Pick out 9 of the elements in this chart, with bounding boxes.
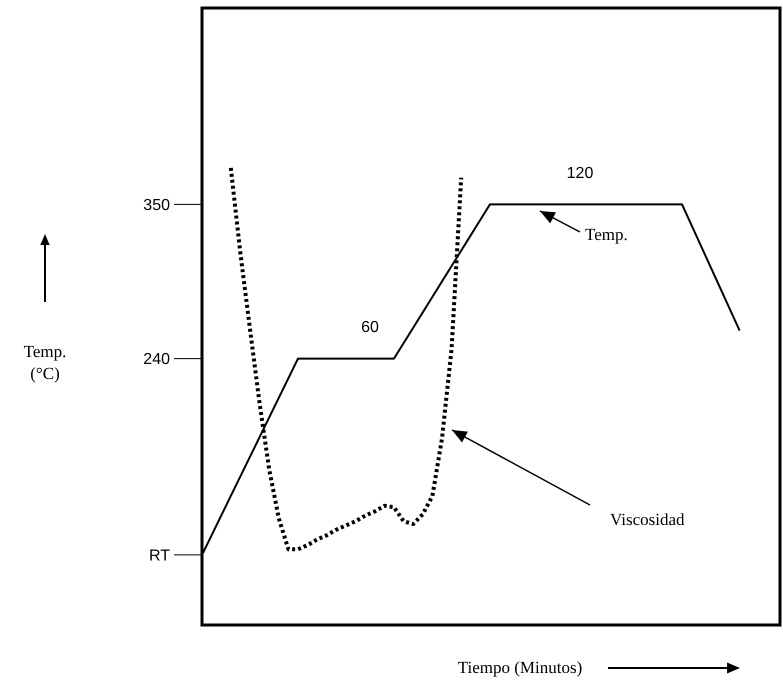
x-axis-title: Tiempo (Minutos) [458, 658, 582, 677]
y-axis-title: Temp. (°C) [24, 342, 66, 383]
y-tick-label: RT [148, 547, 170, 564]
annotation: 60 [361, 319, 379, 336]
series-label: Temp. [585, 225, 628, 244]
annotation: 120 [566, 165, 594, 182]
y-tick-label: 350 [143, 196, 170, 214]
y-tick-label: 240 [143, 351, 170, 368]
text: Viscosidad [610, 510, 686, 529]
